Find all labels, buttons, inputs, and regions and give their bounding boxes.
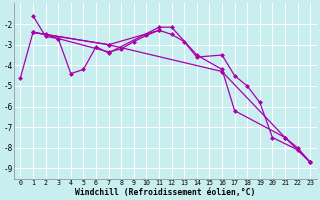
X-axis label: Windchill (Refroidissement éolien,°C): Windchill (Refroidissement éolien,°C) <box>75 188 255 197</box>
